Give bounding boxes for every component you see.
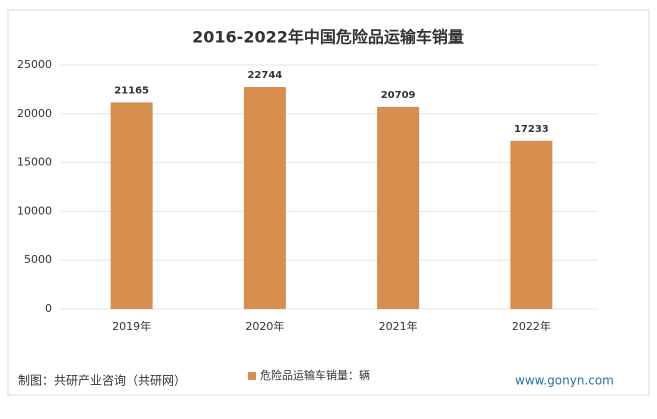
y-tick-label: 20000 — [17, 107, 52, 120]
chart-frame — [7, 9, 650, 396]
x-tick-label: 2019年 — [112, 319, 151, 333]
source-note: 制图：共研产业咨询（共研网） — [18, 373, 186, 388]
y-tick-label: 5000 — [24, 253, 52, 266]
bar — [110, 102, 153, 310]
value-label: 22744 — [247, 70, 282, 81]
y-tick-label: 10000 — [17, 204, 52, 217]
bar — [510, 140, 553, 309]
y-tick-label: 25000 — [17, 58, 52, 71]
x-tick-label: 2021年 — [379, 319, 418, 333]
y-tick-label: 15000 — [17, 156, 52, 169]
watermark: www.gonyn.com — [515, 374, 614, 388]
legend-label: 危险品运输车销量：辆 — [260, 368, 370, 382]
x-tick-label: 2020年 — [245, 319, 284, 333]
value-label: 17233 — [514, 124, 549, 135]
value-label: 20709 — [381, 90, 416, 101]
y-tick-label: 0 — [45, 302, 52, 315]
x-tick-label: 2022年 — [512, 319, 551, 333]
legend-swatch — [248, 372, 256, 380]
chart-title: 2016-2022年中国危险品运输车销量 — [192, 28, 464, 47]
value-label: 21165 — [114, 85, 149, 96]
bar — [377, 106, 420, 309]
bar — [243, 87, 286, 310]
